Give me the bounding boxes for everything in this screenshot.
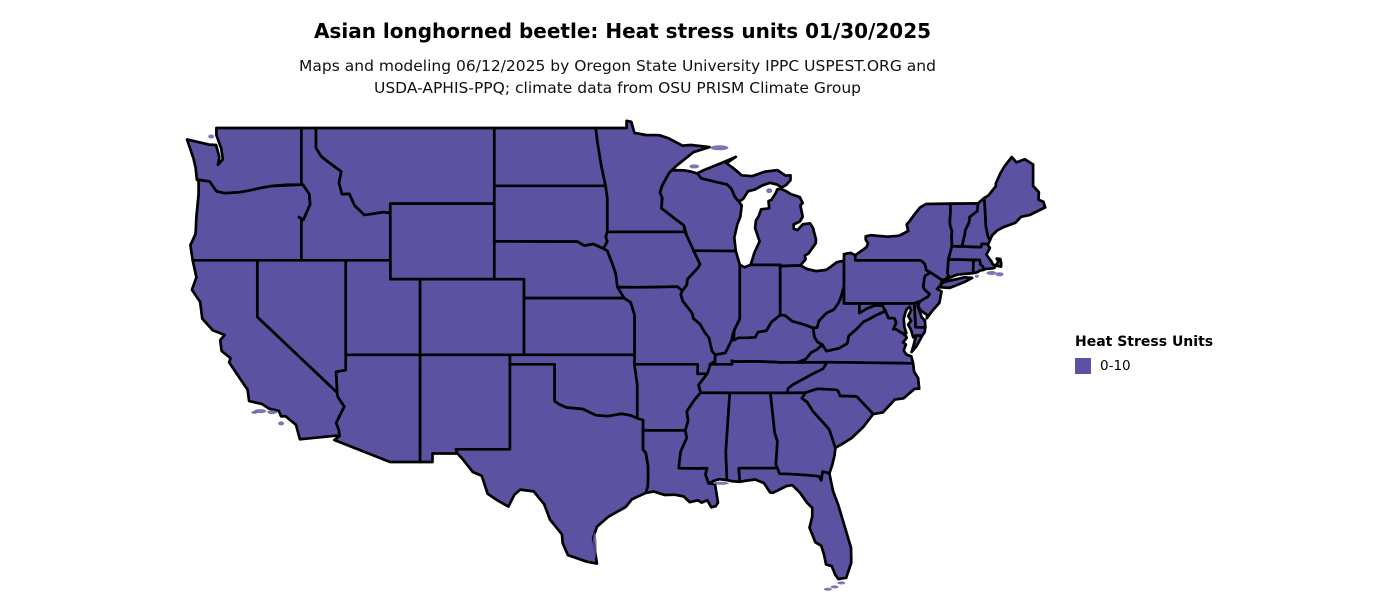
coastal-island bbox=[974, 274, 979, 278]
coastal-island bbox=[712, 481, 729, 485]
subtitle-line-1: Maps and modeling 06/12/2025 by Oregon S… bbox=[299, 57, 936, 75]
coastal-island bbox=[830, 585, 839, 589]
coastal-island bbox=[592, 532, 597, 559]
coastal-island bbox=[278, 421, 285, 426]
legend-title: Heat Stress Units bbox=[1075, 334, 1214, 350]
coastal-island bbox=[208, 134, 215, 139]
state-me bbox=[982, 155, 1047, 242]
state-sd bbox=[492, 184, 609, 250]
state-mi-up bbox=[695, 155, 792, 204]
state-mi bbox=[749, 187, 818, 268]
state-fl bbox=[737, 466, 853, 581]
coastal-island bbox=[837, 581, 846, 585]
coastal-island bbox=[254, 409, 267, 414]
state-sc bbox=[800, 387, 875, 450]
coastal-island bbox=[251, 410, 258, 414]
state-ms bbox=[677, 391, 732, 485]
state-nd bbox=[492, 126, 607, 188]
state-co bbox=[418, 277, 526, 357]
figure-subtitle: Maps and modeling 06/12/2025 by Oregon S… bbox=[0, 55, 1235, 99]
coastal-island bbox=[986, 271, 997, 275]
state-nm bbox=[418, 353, 512, 464]
coastal-island bbox=[995, 272, 1004, 277]
state-ca bbox=[190, 258, 346, 441]
coastal-island bbox=[689, 164, 700, 169]
coastal-island bbox=[267, 410, 278, 415]
legend: Heat Stress Units 0-10 bbox=[1075, 334, 1213, 374]
state-wy bbox=[388, 202, 496, 281]
legend-swatch bbox=[1075, 358, 1091, 374]
coastal-island bbox=[823, 587, 832, 591]
state-az bbox=[332, 353, 422, 464]
state-ia bbox=[602, 230, 702, 293]
coastal-island bbox=[710, 145, 729, 151]
legend-item-0-10: 0-10 bbox=[1075, 358, 1213, 374]
legend-item-label: 0-10 bbox=[1100, 358, 1131, 374]
page-title: Asian longhorned beetle: Heat stress uni… bbox=[313, 19, 932, 43]
state-ny-li bbox=[938, 275, 974, 290]
state-ks bbox=[522, 296, 637, 357]
state-tx bbox=[454, 362, 650, 565]
state-ct bbox=[944, 258, 975, 281]
coastal-island bbox=[766, 188, 773, 194]
state-or bbox=[189, 178, 312, 262]
state-md bbox=[858, 302, 927, 339]
subtitle-line-2: USDA-APHIS-PPQ; climate data from OSU PR… bbox=[373, 79, 862, 97]
